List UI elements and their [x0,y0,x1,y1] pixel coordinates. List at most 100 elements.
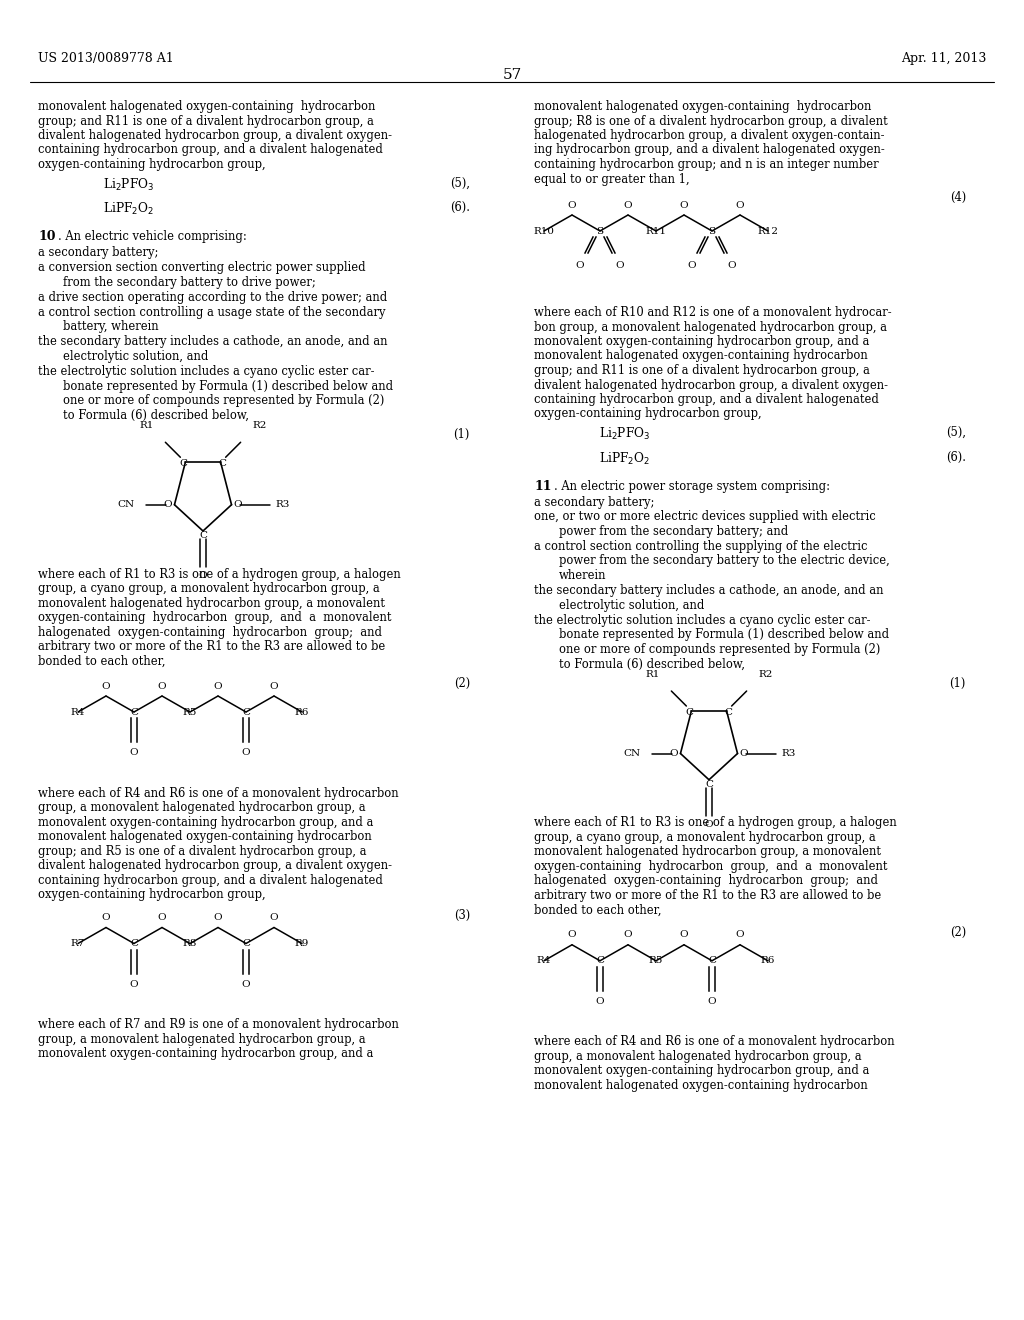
Text: a secondary battery;: a secondary battery; [38,246,159,259]
Text: bonded to each other,: bonded to each other, [534,903,662,916]
Text: the electrolytic solution includes a cyano cyclic ester car-: the electrolytic solution includes a cya… [534,614,870,627]
Text: group; and R11 is one of a divalent hydrocarbon group, a: group; and R11 is one of a divalent hydr… [38,115,374,128]
Text: a conversion section converting electric power supplied: a conversion section converting electric… [38,261,366,275]
Text: arbitrary two or more of the R1 to the R3 are allowed to be: arbitrary two or more of the R1 to the R… [38,640,385,653]
Text: containing hydrocarbon group, and a divalent halogenated: containing hydrocarbon group, and a diva… [38,144,383,157]
Text: a secondary battery;: a secondary battery; [534,495,654,508]
Text: O: O [735,201,744,210]
Text: O: O [624,201,632,210]
Text: a control section controlling the supplying of the electric: a control section controlling the supply… [534,540,867,553]
Text: the secondary battery includes a cathode, an anode, and an: the secondary battery includes a cathode… [534,583,884,597]
Text: divalent halogenated hydrocarbon group, a divalent oxygen-: divalent halogenated hydrocarbon group, … [38,859,392,873]
Text: O: O [670,748,679,758]
Text: where each of R10 and R12 is one of a monovalent hydrocar-: where each of R10 and R12 is one of a mo… [534,306,892,319]
Text: (1): (1) [949,677,966,690]
Text: . An electric power storage system comprising:: . An electric power storage system compr… [554,479,830,492]
Text: O: O [158,681,166,690]
Text: where each of R4 and R6 is one of a monovalent hydrocarbon: where each of R4 and R6 is one of a mono… [534,1035,895,1048]
Text: Li$_2$PFO$_3$: Li$_2$PFO$_3$ [103,177,155,193]
Text: R10: R10 [534,227,555,235]
Text: O: O [708,997,717,1006]
Text: O: O [242,979,250,989]
Text: O: O [680,201,688,210]
Text: divalent halogenated hydrocarbon group, a divalent oxygen-: divalent halogenated hydrocarbon group, … [534,379,888,392]
Text: electrolytic solution, and: electrolytic solution, and [63,350,208,363]
Text: R1: R1 [645,671,659,678]
Text: where each of R7 and R9 is one of a monovalent hydrocarbon: where each of R7 and R9 is one of a mono… [38,1018,399,1031]
Text: divalent halogenated hydrocarbon group, a divalent oxygen-: divalent halogenated hydrocarbon group, … [38,129,392,143]
Text: R6: R6 [761,956,775,965]
Text: C: C [219,459,226,467]
Text: R2: R2 [253,421,267,430]
Text: R11: R11 [645,227,667,235]
Text: C: C [130,939,138,948]
Text: O: O [214,913,222,921]
Text: (5),: (5), [450,177,470,190]
Text: C: C [705,780,713,789]
Text: halogenated  oxygen-containing  hydrocarbon  group;  and: halogenated oxygen-containing hydrocarbo… [534,874,878,887]
Text: oxygen-containing  hydrocarbon  group,  and  a  monovalent: oxygen-containing hydrocarbon group, and… [534,859,888,873]
Text: R8: R8 [183,939,198,948]
Text: R3: R3 [781,748,796,758]
Text: O: O [680,931,688,940]
Text: CN: CN [624,748,640,758]
Text: group, a cyano group, a monovalent hydrocarbon group, a: group, a cyano group, a monovalent hydro… [38,582,380,595]
Text: (2): (2) [454,677,470,690]
Text: monovalent halogenated oxygen-containing hydrocarbon: monovalent halogenated oxygen-containing… [38,830,372,843]
Text: 11: 11 [534,479,552,492]
Text: bonate represented by Formula (1) described below and: bonate represented by Formula (1) descri… [559,628,889,642]
Text: 57: 57 [503,69,521,82]
Text: monovalent oxygen-containing hydrocarbon group, and a: monovalent oxygen-containing hydrocarbon… [534,335,869,348]
Text: group; and R5 is one of a divalent hydrocarbon group, a: group; and R5 is one of a divalent hydro… [38,845,367,858]
Text: the electrolytic solution includes a cyano cyclic ester car-: the electrolytic solution includes a cya… [38,366,375,378]
Text: containing hydrocarbon group; and n is an integer number: containing hydrocarbon group; and n is a… [534,158,879,172]
Text: bon group, a monovalent halogenated hydrocarbon group, a: bon group, a monovalent halogenated hydr… [534,321,887,334]
Text: monovalent oxygen-containing hydrocarbon group, and a: monovalent oxygen-containing hydrocarbon… [38,816,374,829]
Text: CN: CN [118,500,134,510]
Text: monovalent halogenated hydrocarbon group, a monovalent: monovalent halogenated hydrocarbon group… [38,597,385,610]
Text: C: C [130,708,138,717]
Text: O: O [728,261,736,271]
Text: O: O [199,572,207,579]
Text: O: O [233,500,242,510]
Text: . An electric vehicle comprising:: . An electric vehicle comprising: [58,230,247,243]
Text: (2): (2) [949,925,966,939]
Text: monovalent halogenated oxygen-containing hydrocarbon: monovalent halogenated oxygen-containing… [534,1078,867,1092]
Text: O: O [130,748,138,756]
Text: (4): (4) [949,191,966,205]
Text: O: O [158,913,166,921]
Text: (1): (1) [454,428,470,441]
Text: O: O [615,261,625,271]
Text: arbitrary two or more of the R1 to the R3 are allowed to be: arbitrary two or more of the R1 to the R… [534,888,882,902]
Text: O: O [567,931,577,940]
Text: Apr. 11, 2013: Apr. 11, 2013 [901,51,986,65]
Text: R5: R5 [183,708,198,717]
Text: electrolytic solution, and: electrolytic solution, and [559,598,705,611]
Text: R4: R4 [537,956,551,965]
Text: to Formula (6) described below,: to Formula (6) described below, [559,657,745,671]
Text: monovalent oxygen-containing hydrocarbon group, and a: monovalent oxygen-containing hydrocarbon… [38,1047,374,1060]
Text: O: O [575,261,585,271]
Text: where each of R4 and R6 is one of a monovalent hydrocarbon: where each of R4 and R6 is one of a mono… [38,787,398,800]
Text: R4: R4 [71,708,85,717]
Text: from the secondary battery to drive power;: from the secondary battery to drive powe… [63,276,315,289]
Text: group, a monovalent halogenated hydrocarbon group, a: group, a monovalent halogenated hydrocar… [534,1049,861,1063]
Text: group, a cyano group, a monovalent hydrocarbon group, a: group, a cyano group, a monovalent hydro… [534,830,876,843]
Text: R12: R12 [758,227,778,235]
Text: containing hydrocarbon group, and a divalent halogenated: containing hydrocarbon group, and a diva… [38,874,383,887]
Text: O: O [596,997,604,1006]
Text: S: S [709,227,716,235]
Text: (5),: (5), [946,426,966,440]
Text: monovalent halogenated oxygen-containing  hydrocarbon: monovalent halogenated oxygen-containing… [38,100,376,114]
Text: O: O [269,913,279,921]
Text: O: O [101,913,111,921]
Text: one or more of compounds represented by Formula (2): one or more of compounds represented by … [559,643,881,656]
Text: where each of R1 to R3 is one of a hydrogen group, a halogen: where each of R1 to R3 is one of a hydro… [38,568,400,581]
Text: R2: R2 [759,671,773,678]
Text: R9: R9 [295,939,309,948]
Text: R7: R7 [71,939,85,948]
Text: (3): (3) [454,908,470,921]
Text: S: S [596,227,603,235]
Text: O: O [567,201,577,210]
Text: LiPF$_2$O$_2$: LiPF$_2$O$_2$ [599,450,650,467]
